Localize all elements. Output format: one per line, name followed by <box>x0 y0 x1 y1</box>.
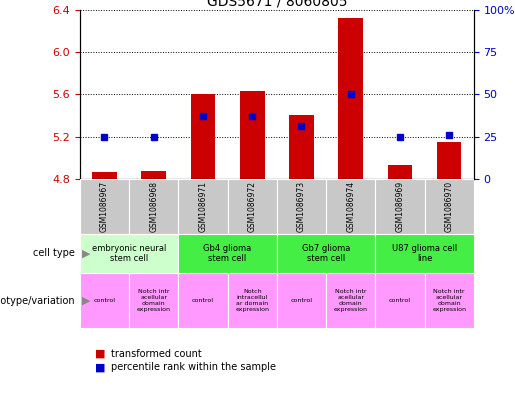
Text: ▶: ▶ <box>82 296 91 306</box>
Title: GDS5671 / 8060805: GDS5671 / 8060805 <box>207 0 347 9</box>
Text: GSM1086969: GSM1086969 <box>396 181 404 232</box>
Bar <box>178 273 228 328</box>
Bar <box>92 173 117 179</box>
Bar <box>80 179 129 234</box>
Text: ■: ■ <box>95 362 106 373</box>
Text: cell type: cell type <box>33 248 75 259</box>
Bar <box>129 179 178 234</box>
Text: GSM1086968: GSM1086968 <box>149 181 158 232</box>
Text: Notch intr
acellular
domain
expression: Notch intr acellular domain expression <box>136 290 170 312</box>
Bar <box>178 234 277 273</box>
Text: control: control <box>93 298 115 303</box>
Bar <box>388 165 412 179</box>
Text: Notch
intracellul
ar domain
expression: Notch intracellul ar domain expression <box>235 290 269 312</box>
Text: GSM1086973: GSM1086973 <box>297 181 306 232</box>
Bar <box>129 273 178 328</box>
Text: U87 glioma cell
line: U87 glioma cell line <box>392 244 457 263</box>
Bar <box>326 273 375 328</box>
Bar <box>338 18 363 179</box>
Bar <box>375 179 424 234</box>
Text: GSM1086974: GSM1086974 <box>346 181 355 232</box>
Bar <box>424 179 474 234</box>
Bar <box>375 234 474 273</box>
Bar <box>228 179 277 234</box>
Bar <box>80 273 129 328</box>
Text: Gb7 glioma
stem cell: Gb7 glioma stem cell <box>302 244 350 263</box>
Text: GSM1086972: GSM1086972 <box>248 181 256 232</box>
Text: Notch intr
acellular
domain
expression: Notch intr acellular domain expression <box>432 290 466 312</box>
Bar <box>289 116 314 179</box>
Text: control: control <box>290 298 313 303</box>
Bar <box>277 273 326 328</box>
Text: GSM1086967: GSM1086967 <box>100 181 109 232</box>
Bar <box>80 234 178 273</box>
Text: Gb4 glioma
stem cell: Gb4 glioma stem cell <box>203 244 252 263</box>
Bar <box>228 273 277 328</box>
Text: ▶: ▶ <box>82 248 91 259</box>
Bar <box>240 91 265 179</box>
Text: ■: ■ <box>95 349 106 359</box>
Bar <box>191 94 215 179</box>
Bar <box>277 179 326 234</box>
Text: genotype/variation: genotype/variation <box>0 296 75 306</box>
Text: percentile rank within the sample: percentile rank within the sample <box>111 362 276 373</box>
Text: transformed count: transformed count <box>111 349 201 359</box>
Bar <box>424 273 474 328</box>
Bar <box>437 142 461 179</box>
Bar <box>178 179 228 234</box>
Bar <box>375 273 424 328</box>
Bar <box>326 179 375 234</box>
Text: GSM1086971: GSM1086971 <box>198 181 208 232</box>
Text: embryonic neural
stem cell: embryonic neural stem cell <box>92 244 166 263</box>
Bar <box>142 171 166 179</box>
Bar <box>277 234 375 273</box>
Text: control: control <box>192 298 214 303</box>
Text: control: control <box>389 298 411 303</box>
Text: Notch intr
acellular
domain
expression: Notch intr acellular domain expression <box>334 290 368 312</box>
Text: GSM1086970: GSM1086970 <box>444 181 454 232</box>
